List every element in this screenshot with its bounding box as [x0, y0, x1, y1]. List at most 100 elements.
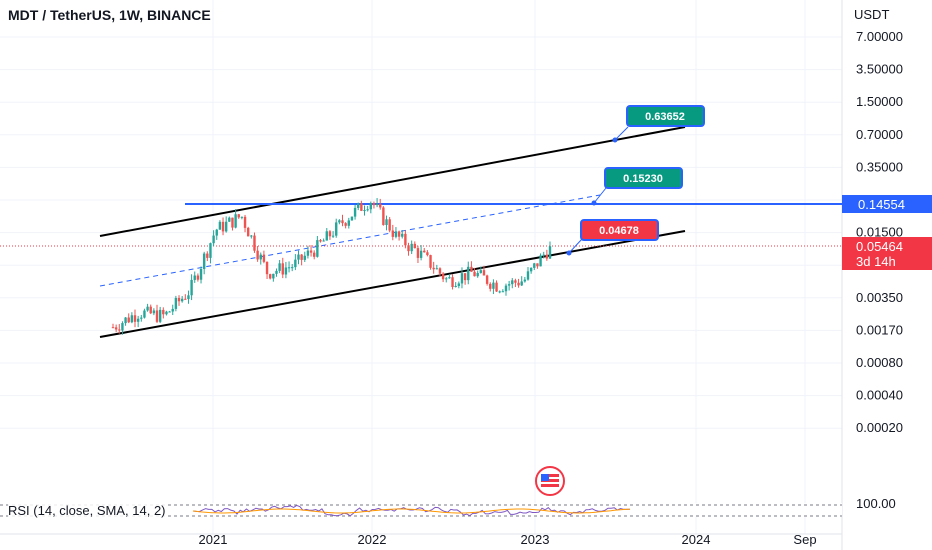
- callout-connector-low: [568, 238, 583, 254]
- candle-body: [272, 273, 275, 279]
- rsi-axis-label: 100.00: [856, 496, 896, 511]
- candle-body: [353, 207, 357, 217]
- price-tick-label: 0.00350: [856, 290, 903, 305]
- candle-body: [479, 270, 483, 273]
- candle-body: [162, 309, 165, 315]
- candle-body: [121, 323, 124, 331]
- candle-body: [517, 282, 520, 286]
- candle-body: [360, 203, 363, 211]
- price-tick-label: 0.01500: [856, 225, 903, 240]
- mid-channel-dashed-line[interactable]: [99, 194, 601, 287]
- callout-mid[interactable]: 0.15230: [604, 167, 683, 189]
- price-tick-label: 0.00020: [856, 420, 903, 435]
- candle-body: [218, 221, 222, 230]
- candle-body: [529, 267, 533, 272]
- candle-body: [325, 231, 328, 241]
- candle-body: [253, 235, 256, 251]
- candle-body: [294, 259, 297, 268]
- chart-title: MDT / TetherUS, 1W, BINANCE: [8, 7, 211, 23]
- candle-body: [338, 220, 341, 223]
- candles: [111, 198, 552, 335]
- candle-body: [278, 263, 281, 271]
- candle-body: [190, 279, 193, 296]
- candle-body: [246, 227, 250, 237]
- candle-body: [146, 306, 149, 311]
- price-axis[interactable]: 7.000003.500001.500000.700000.350000.070…: [856, 29, 903, 435]
- candle-body: [363, 210, 366, 212]
- candle-body: [212, 235, 215, 244]
- price-tick-label: 0.70000: [856, 127, 903, 142]
- candle-body: [127, 317, 130, 323]
- candle-body: [215, 229, 218, 236]
- rsi-legend[interactable]: RSI (14, close, SMA, 14, 2): [8, 503, 166, 518]
- callout-low[interactable]: 0.04678: [580, 219, 659, 241]
- horizontal-level-label: 0.14554: [842, 195, 932, 213]
- price-tick-label: 1.50000: [856, 94, 903, 109]
- candle-body: [382, 207, 385, 225]
- candle-body: [237, 214, 240, 218]
- us-flag-event-icon[interactable]: [535, 466, 565, 496]
- candle-body: [545, 254, 549, 259]
- candle-body: [460, 273, 464, 284]
- candle-body: [438, 268, 442, 274]
- candle-body: [149, 306, 152, 314]
- candle-body: [401, 233, 404, 237]
- candle-body: [416, 248, 420, 258]
- current-price-value: 0.05464: [856, 239, 903, 254]
- candle-body: [300, 254, 303, 260]
- candle-body: [473, 271, 476, 277]
- candle-body: [136, 318, 140, 322]
- candle-body: [171, 308, 174, 312]
- candle-body: [297, 254, 300, 260]
- candle-body: [423, 250, 426, 253]
- candle-body: [234, 214, 237, 228]
- candle-body: [397, 231, 401, 237]
- callout-anchor-mid: [591, 200, 597, 206]
- candle-body: [347, 220, 350, 226]
- candle-body: [187, 295, 190, 300]
- candle-body: [309, 250, 313, 253]
- candle-body: [114, 327, 118, 330]
- horizontal-level-value: 0.14554: [858, 197, 905, 212]
- candle-body: [419, 250, 423, 258]
- candle-body: [394, 231, 398, 237]
- candle-body: [177, 297, 181, 302]
- candle-body: [366, 209, 369, 211]
- upper-channel-line[interactable]: [99, 126, 686, 237]
- price-tick-label: 3.50000: [856, 62, 903, 77]
- candle-body: [454, 285, 457, 287]
- candle-body: [259, 254, 262, 260]
- candle-body: [404, 233, 407, 246]
- candle-body: [548, 246, 552, 259]
- candle-body: [520, 281, 523, 286]
- candle-body: [196, 275, 200, 280]
- candle-body: [202, 253, 206, 269]
- candle-body: [224, 221, 228, 232]
- candle-body: [451, 277, 454, 287]
- candle-body: [375, 203, 379, 206]
- time-tick-label: Sep: [793, 532, 816, 547]
- candle-body: [445, 278, 448, 280]
- candle-body: [369, 203, 372, 210]
- candle-body: [426, 252, 429, 256]
- time-axis[interactable]: 2021 2022 2023 2024 Sep: [199, 532, 817, 547]
- candle-body: [457, 283, 461, 286]
- candle-body: [379, 203, 382, 208]
- price-tick-label: 7.00000: [856, 29, 903, 44]
- candle-body: [542, 254, 545, 256]
- price-tick-label: 0.35000: [856, 159, 903, 174]
- candle-body: [476, 272, 479, 277]
- candle-body: [388, 219, 391, 231]
- callout-upper[interactable]: 0.63652: [626, 105, 705, 127]
- candle-body: [199, 268, 203, 280]
- countdown-value: 3d 14h: [856, 254, 896, 269]
- candle-body: [275, 270, 278, 274]
- candle-body: [344, 223, 347, 226]
- candle-body: [467, 266, 470, 281]
- lower-channel-line[interactable]: [99, 230, 686, 338]
- candle-body: [165, 311, 168, 315]
- callout-anchor-low: [566, 250, 572, 256]
- candle-body: [391, 230, 395, 237]
- candle-body: [435, 268, 439, 270]
